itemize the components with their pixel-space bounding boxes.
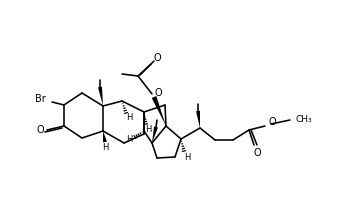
Polygon shape — [196, 111, 200, 128]
Text: Br: Br — [34, 94, 45, 104]
Text: H: H — [145, 125, 151, 135]
Text: O: O — [268, 117, 276, 127]
Text: O: O — [153, 53, 161, 63]
Text: O: O — [253, 148, 261, 158]
Text: O: O — [154, 88, 162, 98]
Text: CH₃: CH₃ — [296, 115, 313, 123]
Polygon shape — [103, 131, 107, 142]
Text: O: O — [36, 125, 44, 135]
Polygon shape — [98, 87, 103, 106]
Polygon shape — [152, 126, 158, 143]
Polygon shape — [152, 96, 166, 126]
Text: H: H — [184, 153, 190, 162]
Text: H: H — [126, 136, 132, 144]
Text: H: H — [102, 143, 108, 153]
Text: H: H — [126, 114, 132, 122]
